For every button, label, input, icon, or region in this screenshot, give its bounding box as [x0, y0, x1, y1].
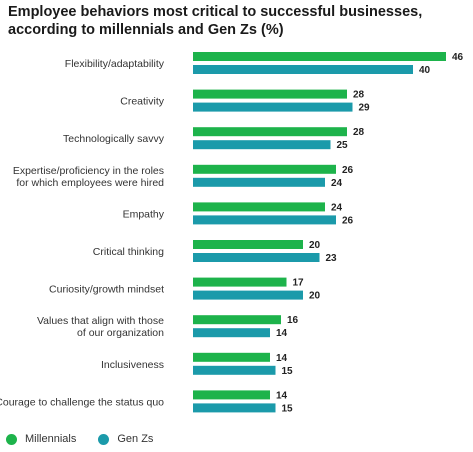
data-label-genz-1: 29 — [359, 103, 371, 114]
bar-millennials-1 — [193, 89, 347, 99]
chart-title-line-2: according to millennials and Gen Zs (%) — [8, 22, 284, 38]
data-label-millennials-5: 20 — [309, 240, 321, 251]
category-label-4: Empathy — [123, 208, 165, 220]
data-label-genz-0: 40 — [419, 65, 431, 76]
chart-title: Employee behaviors most critical to succ… — [8, 3, 468, 39]
bar-millennials-7 — [193, 315, 281, 325]
category-label-line: Expertise/proficiency in the roles — [13, 165, 164, 177]
legend-label-genz: Gen Zs — [117, 433, 154, 445]
data-label-millennials-8: 14 — [276, 353, 288, 364]
category-label-line: Flexibility/adaptability — [65, 58, 165, 70]
data-label-millennials-2: 28 — [353, 127, 365, 138]
bar-genz-1 — [193, 102, 353, 112]
category-label-7: Values that align with those of our organ… — [37, 315, 164, 339]
legend-item-millennials: Millennials — [6, 433, 76, 445]
category-label-line: Inclusiveness — [101, 359, 164, 371]
legend-label-millennials: Millennials — [25, 433, 77, 445]
data-label-genz-7: 14 — [276, 328, 288, 339]
data-label-genz-6: 20 — [309, 291, 321, 302]
bar-genz-8 — [193, 365, 276, 375]
category-label-5: Critical thinking — [93, 246, 164, 258]
bar-genz-9 — [193, 403, 276, 413]
bar-millennials-6 — [193, 277, 287, 287]
bar-millennials-0 — [193, 52, 446, 61]
chart-title-line-1: Employee behaviors most critical to succ… — [8, 4, 423, 20]
category-label-8: Inclusiveness — [101, 359, 164, 371]
data-label-genz-9: 15 — [282, 403, 294, 414]
chart-legend: Millennials Gen Zs — [6, 433, 175, 445]
bar-millennials-5 — [193, 240, 303, 249]
category-label-line: Critical thinking — [93, 246, 164, 258]
bar-genz-7 — [193, 328, 270, 338]
bar-genz-2 — [193, 140, 331, 150]
bar-millennials-8 — [193, 352, 270, 362]
bar-millennials-2 — [193, 127, 347, 137]
data-label-millennials-4: 24 — [331, 202, 343, 213]
data-label-millennials-0: 46 — [452, 52, 464, 63]
category-label-1: Creativity — [120, 96, 165, 108]
category-label-3: Expertise/proficiency in the roles for wh… — [13, 165, 164, 189]
category-label-line: Values that align with those — [37, 315, 164, 327]
data-label-millennials-3: 26 — [342, 165, 354, 176]
category-label-line: Technologically savvy — [63, 133, 165, 145]
data-label-genz-5: 23 — [326, 253, 338, 264]
data-label-genz-8: 15 — [282, 366, 294, 377]
legend-swatch-genz — [98, 433, 110, 445]
data-label-millennials-1: 28 — [353, 90, 365, 101]
bar-chart: Flexibility/adaptability 46 40 Creativity 28… — [0, 52, 464, 414]
legend-swatch-millennials — [6, 433, 17, 445]
data-label-genz-2: 25 — [337, 140, 349, 151]
data-label-genz-3: 24 — [331, 178, 343, 189]
bar-genz-5 — [193, 253, 320, 262]
category-label-line: for which employees were hired — [16, 177, 164, 189]
category-label-line: of our organization — [77, 327, 164, 339]
data-label-genz-4: 26 — [342, 215, 354, 226]
data-label-millennials-6: 17 — [293, 278, 305, 289]
bar-genz-6 — [193, 290, 303, 300]
data-label-millennials-9: 14 — [276, 390, 288, 401]
legend-item-genz: Gen Zs — [98, 433, 153, 445]
bar-millennials-4 — [193, 202, 325, 212]
bar-millennials-9 — [193, 390, 270, 400]
category-label-0: Flexibility/adaptability — [65, 58, 165, 70]
bar-genz-4 — [193, 215, 336, 225]
data-label-millennials-7: 16 — [287, 315, 299, 326]
category-label-line: Empathy — [123, 208, 165, 220]
category-label-6: Curiosity/growth mindset — [49, 284, 164, 296]
category-label-2: Technologically savvy — [63, 133, 165, 145]
category-label-9: Courage to challenge the status quo — [0, 396, 164, 408]
bar-genz-3 — [193, 177, 325, 187]
category-label-line: Courage to challenge the status quo — [0, 396, 164, 408]
bar-millennials-3 — [193, 164, 336, 174]
category-label-line: Creativity — [120, 96, 165, 108]
category-label-line: Curiosity/growth mindset — [49, 284, 164, 296]
bar-genz-0 — [193, 65, 413, 74]
